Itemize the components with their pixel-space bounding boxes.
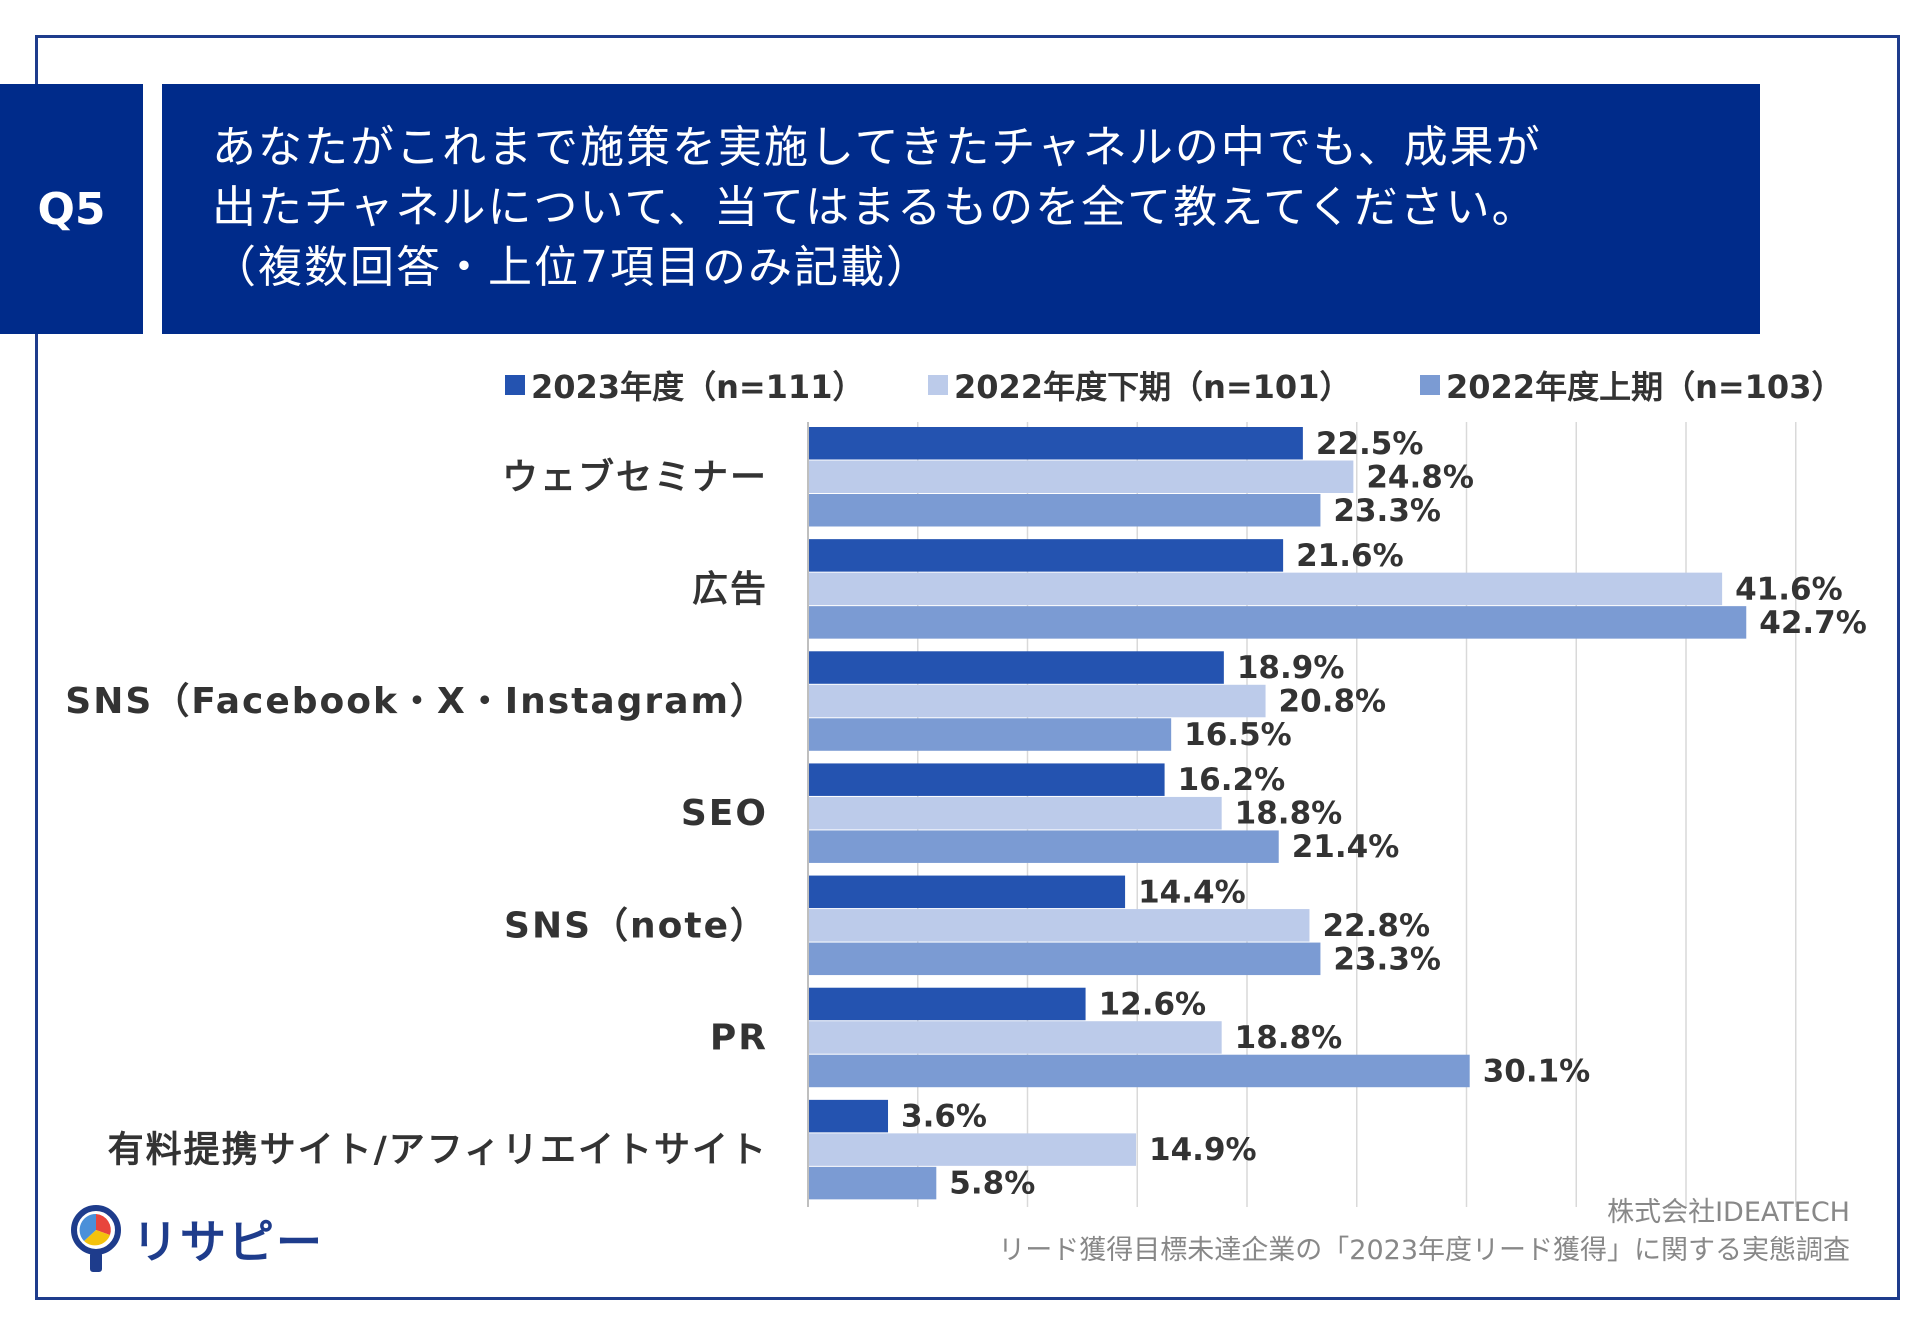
- data-label: 22.8%: [1322, 908, 1430, 944]
- lightbulb-logo-icon: [71, 1205, 121, 1272]
- bar: [809, 427, 1303, 460]
- data-label: 21.6%: [1296, 538, 1404, 574]
- bar: [809, 684, 1266, 718]
- category-label: SEO: [681, 793, 768, 834]
- bar: [809, 606, 1747, 639]
- bar: [809, 909, 1310, 942]
- bar: [809, 1133, 1137, 1166]
- data-label: 14.4%: [1138, 874, 1246, 910]
- bar: [809, 763, 1165, 796]
- data-label: 24.8%: [1366, 459, 1474, 495]
- data-label: 21.4%: [1292, 829, 1400, 865]
- title-line-3: （複数回答・上位7項目のみ記載）: [212, 242, 932, 293]
- legend-swatch-2022-h1: [1420, 375, 1440, 395]
- data-label: 16.2%: [1178, 762, 1286, 798]
- data-label: 5.8%: [949, 1166, 1035, 1202]
- category-label: SNS（note）: [504, 905, 768, 946]
- data-label: 14.9%: [1149, 1132, 1257, 1168]
- chart-frame: [35, 35, 1900, 1300]
- bar: [809, 718, 1172, 751]
- bar: [809, 651, 1224, 684]
- footer-survey: リード獲得目標未達企業の「2023年度リード獲得」に関する実態調査: [998, 1235, 1850, 1266]
- bar: [809, 1054, 1470, 1088]
- data-label: 18.9%: [1237, 650, 1345, 686]
- legend-item-2023: 2023年度（n=111）: [505, 362, 864, 408]
- bar: [809, 460, 1354, 493]
- data-label: 18.8%: [1235, 1020, 1343, 1056]
- category-label: ウェブセミナー: [502, 456, 768, 498]
- legend-item-2022-h1: 2022年度上期（n=103）: [1420, 362, 1843, 408]
- category-label: 広告: [692, 569, 768, 610]
- legend-swatch-2022-h2: [928, 375, 948, 395]
- bar: [809, 987, 1086, 1021]
- legend-label-2022-h2: 2022年度下期（n=101）: [954, 368, 1352, 406]
- category-label: 有料提携サイト/アフィリエイトサイト: [108, 1130, 768, 1171]
- footer-logo-text: リサピー: [132, 1215, 324, 1269]
- question-title: あなたがこれまで施策を実施してきたチャネルの中でも、成果が 出たチャネルについて…: [162, 84, 1760, 334]
- legend-label-2022-h1: 2022年度上期（n=103）: [1446, 368, 1844, 406]
- bar: [809, 1099, 889, 1133]
- bar: [809, 942, 1321, 976]
- data-label: 22.5%: [1316, 426, 1424, 462]
- bar: [809, 1166, 937, 1200]
- legend-swatch-2023: [505, 375, 525, 395]
- bar: [809, 830, 1279, 863]
- legend-item-2022-h2: 2022年度下期（n=101）: [928, 362, 1351, 408]
- bar: [809, 539, 1284, 572]
- title-line-2: 出たチャネルについて、当てはまるものを全て教えてください。: [212, 182, 1538, 233]
- footer-note: 株式会社IDEATECH リード獲得目標未達企業の「2023年度リード獲得」に関…: [998, 1194, 1850, 1270]
- data-label: 16.5%: [1184, 717, 1292, 753]
- footer-company: 株式会社IDEATECH: [1607, 1197, 1850, 1228]
- category-label: SNS（Facebook・X・Instagram）: [65, 681, 768, 722]
- bar: [809, 572, 1723, 606]
- question-tag: Q5: [0, 84, 143, 334]
- data-label: 23.3%: [1333, 941, 1441, 977]
- bar: [809, 875, 1126, 909]
- data-label: 41.6%: [1735, 571, 1843, 607]
- footer-logo: リサピー: [70, 1204, 324, 1274]
- data-label: 20.8%: [1279, 684, 1387, 720]
- chart-legend: 2023年度（n=111） 2022年度下期（n=101） 2022年度上期（n…: [0, 362, 1920, 406]
- data-label: 3.6%: [901, 1099, 987, 1135]
- data-label: 12.6%: [1099, 986, 1207, 1022]
- data-label: 42.7%: [1759, 605, 1867, 641]
- data-label: 18.8%: [1235, 796, 1343, 832]
- data-label: 30.1%: [1483, 1053, 1591, 1089]
- legend-label-2023: 2023年度（n=111）: [531, 368, 865, 406]
- data-label: 23.3%: [1333, 493, 1441, 529]
- title-line-1: あなたがこれまで施策を実施してきたチャネルの中でも、成果が: [212, 122, 1542, 173]
- category-label: PR: [710, 1017, 768, 1058]
- bar: [809, 494, 1321, 527]
- bar: [809, 1021, 1222, 1054]
- bar: [809, 796, 1222, 830]
